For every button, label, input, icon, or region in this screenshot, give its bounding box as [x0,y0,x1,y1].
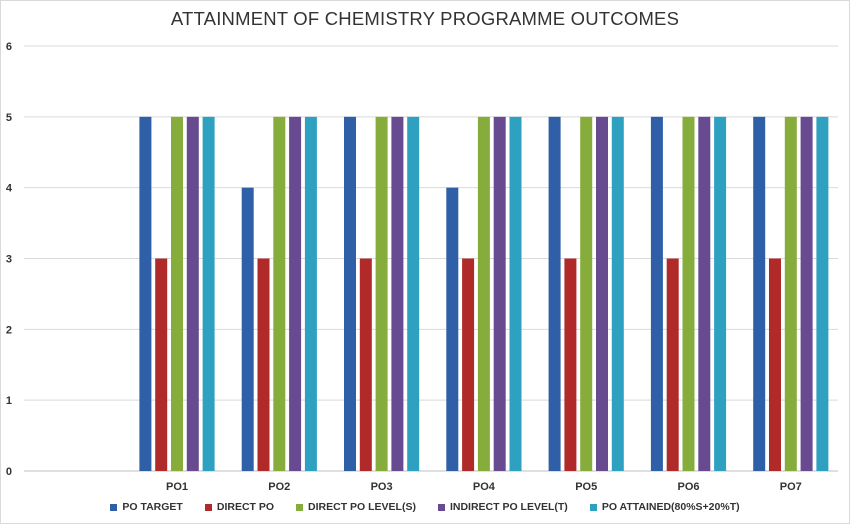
bar [375,116,388,471]
legend-swatch [204,503,212,511]
bar [666,258,679,471]
bar [548,116,561,471]
bar [580,116,593,471]
legend-swatch [296,503,304,511]
legend-item: INDIRECT PO LEVEL(T) [437,501,568,513]
y-tick-label: 0 [6,466,12,478]
bar [564,258,577,471]
bar [202,116,215,471]
bar [186,116,199,471]
chart-title: ATTAINMENT OF CHEMISTRY PROGRAMME OUTCOM… [170,8,680,29]
y-tick-label: 3 [6,254,12,266]
bar [611,116,624,471]
x-tick-label: PO5 [575,481,597,493]
bar [698,116,711,471]
bar [446,187,459,471]
bar [139,116,152,471]
legend-swatch [589,503,597,511]
legend-label: PO ATTAINED(80%S+20%T) [601,501,740,513]
legend-label: INDIRECT PO LEVEL(T) [449,501,568,513]
chart-legend: PO TARGET DIRECT PO DIRECT PO LEVEL(S) INDI… [0,501,850,513]
legend-item: PO ATTAINED(80%S+20%T) [589,501,740,513]
x-tick-label: PO6 [677,481,699,493]
bar [304,116,317,471]
bar [289,116,302,471]
y-tick-label: 2 [6,324,12,336]
x-tick-label: PO3 [371,481,393,493]
x-tick-label: PO2 [268,481,290,493]
bar [155,258,168,471]
bar [650,116,663,471]
bar [407,116,420,471]
bar [682,116,695,471]
bar [462,258,475,471]
legend-label: DIRECT PO LEVEL(S) [308,501,416,513]
bar [391,116,404,471]
x-tick-label: PO1 [166,481,188,493]
legend-swatch [437,503,445,511]
bar [241,187,254,471]
y-tick-label: 5 [6,112,12,124]
legend-label: DIRECT PO [216,501,275,513]
bar [257,258,270,471]
bar [769,258,781,471]
bar [714,116,727,471]
x-tick-label: PO4 [473,481,496,493]
bar [477,116,490,471]
y-tick-label: 1 [6,395,12,407]
bar [493,116,506,471]
bar [359,258,372,471]
legend-swatch [110,503,118,511]
bar [171,116,183,471]
bar [800,116,813,471]
bar [753,116,766,471]
bar [596,116,608,471]
bar [784,116,797,471]
y-tick-label: 4 [6,183,13,195]
bar [344,116,356,471]
x-tick-label: PO7 [780,481,802,493]
legend-item: DIRECT PO [204,501,275,513]
legend-label: PO TARGET [122,501,183,513]
bar [816,116,829,471]
bar [509,116,522,471]
legend-item: PO TARGET [110,501,183,513]
legend-item: DIRECT PO LEVEL(S) [296,501,416,513]
y-tick-label: 6 [6,41,12,53]
bar [273,116,286,471]
